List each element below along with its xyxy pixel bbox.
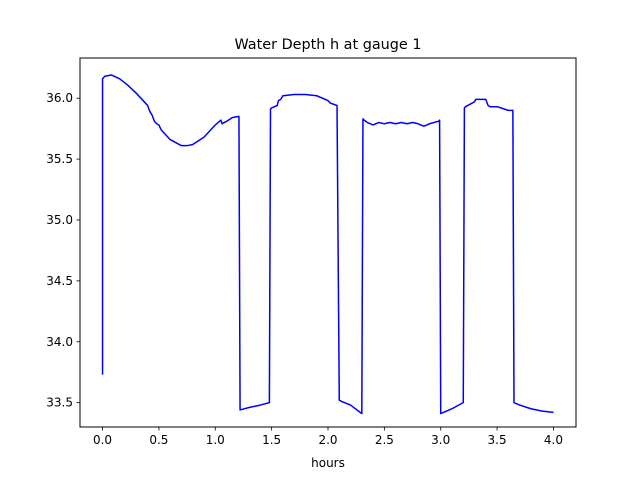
y-tick-label: 36.0 [46,91,73,105]
x-tick-label: 0.5 [149,433,168,447]
x-tick-label: 1.0 [206,433,225,447]
chart-title: Water Depth h at gauge 1 [234,37,421,53]
x-tick-label: 3.5 [488,433,507,447]
y-tick-label: 35.0 [46,213,73,227]
y-tick-label: 35.5 [46,152,73,166]
y-tick-label: 34.5 [46,274,73,288]
y-tick-label: 33.5 [46,396,73,410]
series-line-1 [101,74,554,415]
y-tick-label: 34.0 [46,335,73,349]
x-axis-label: hours [311,456,345,470]
x-tick-label: 2.5 [375,433,394,447]
series-layer [101,74,554,415]
x-axis: 0.0 0.5 1.0 1.5 2.0 2.5 3.0 3.5 4.0 [93,427,563,447]
x-tick-label: 1.5 [262,433,281,447]
x-tick-label: 3.0 [431,433,450,447]
x-tick-label: 4.0 [544,433,563,447]
x-tick-label: 2.0 [318,433,337,447]
y-axis: 33.5 34.0 34.5 35.0 35.5 36.0 [46,91,80,410]
x-tick-label: 0.0 [93,433,112,447]
